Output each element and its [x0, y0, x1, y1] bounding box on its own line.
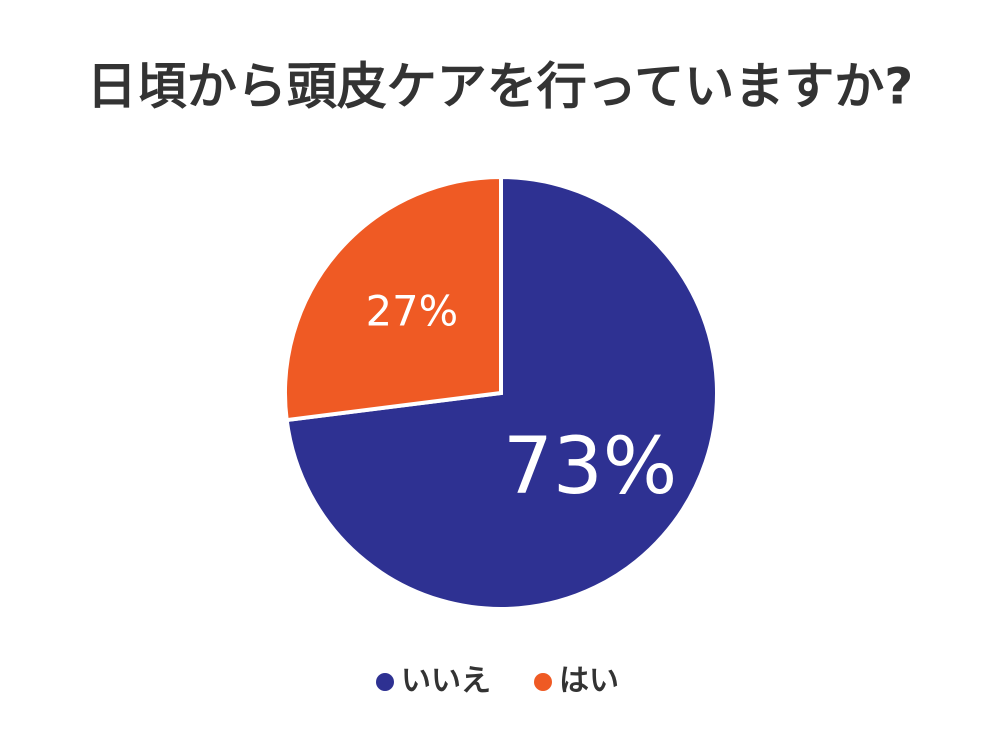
chart-title: 日頃から頭皮ケアを行っていますか?	[87, 58, 914, 116]
legend-marker	[534, 673, 552, 691]
legend-label: はい	[559, 664, 619, 699]
slice-label: 27%	[366, 286, 458, 335]
pie-slice	[283, 174, 503, 423]
legend-label: いいえ	[401, 664, 491, 699]
slice-label: 73%	[503, 421, 677, 512]
legend-marker	[376, 673, 394, 691]
